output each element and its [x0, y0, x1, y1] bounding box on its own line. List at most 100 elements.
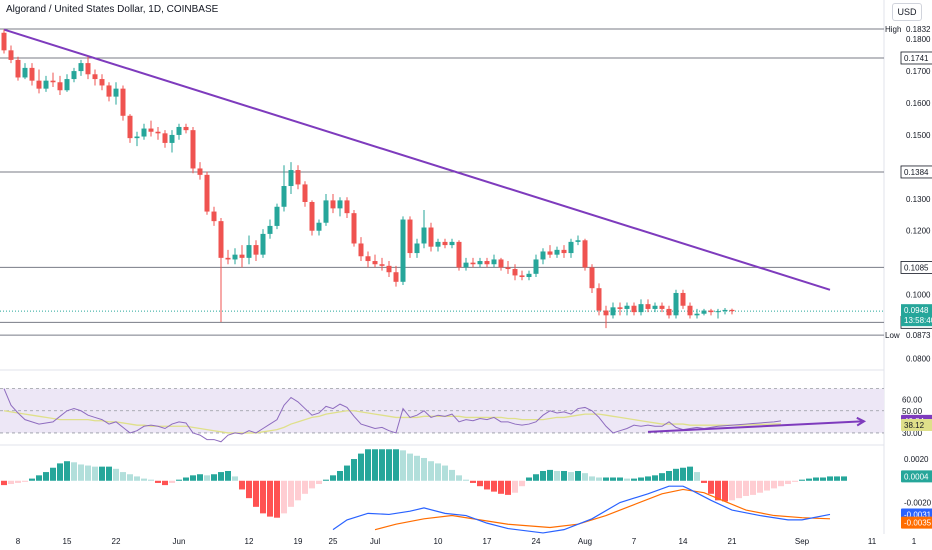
macd-histogram-bar — [463, 479, 469, 481]
candle-body — [456, 241, 462, 268]
candle-body — [666, 308, 672, 316]
candle-body — [680, 292, 686, 306]
candle — [288, 162, 294, 194]
macd-histogram-bar — [267, 480, 273, 517]
candle — [344, 197, 350, 218]
candle — [414, 238, 420, 258]
macd-histogram-bar — [197, 474, 203, 481]
candle — [120, 85, 126, 121]
macd-axis-tick: -0.0020 — [904, 498, 932, 507]
time-axis-tick: 1 — [912, 537, 917, 546]
candle-body — [589, 267, 595, 289]
candle-body — [414, 243, 420, 254]
candle-body — [22, 67, 28, 78]
candle — [694, 308, 700, 319]
macd-histogram-bar — [470, 480, 476, 483]
macd-histogram-bar — [127, 474, 133, 481]
trendline — [3, 28, 831, 291]
candle — [134, 131, 140, 147]
candle — [43, 75, 49, 92]
level-tag-bg — [901, 165, 932, 178]
macd-hist-tag-bg — [901, 470, 932, 483]
price-tags-layer: High0.18320.17410.13840.10850.0913Low0.0… — [885, 25, 932, 529]
level-value-label: 0.1832 — [906, 25, 931, 34]
candle-body — [554, 249, 560, 255]
candle-body — [715, 311, 721, 313]
candle — [421, 209, 427, 249]
current-price-countdown: 13:58:40 — [904, 316, 932, 325]
symbol-title: Algorand / United States Dollar, 1D, COI… — [6, 4, 219, 15]
macd-histogram-bar — [442, 465, 448, 481]
macd-histogram-bar — [715, 480, 721, 501]
candle-body — [379, 264, 385, 266]
macd-hist-tag: 0.0004 — [901, 470, 932, 483]
candle-body — [631, 305, 637, 313]
macd-histogram-bar — [57, 463, 63, 481]
candle-body — [29, 67, 35, 81]
rsi-axis-tick: 30.00 — [902, 429, 923, 438]
macd-histogram-bar — [36, 475, 42, 481]
macd-histogram-bar — [141, 478, 147, 481]
candle-body — [218, 221, 224, 258]
macd-histogram-bar — [652, 475, 658, 481]
candle — [127, 114, 133, 143]
candle-body — [330, 200, 336, 209]
macd-histogram-bar — [239, 480, 245, 490]
candle-body — [610, 307, 616, 316]
candle — [540, 248, 546, 265]
candle-body — [309, 201, 315, 231]
time-axis-tick: 19 — [294, 537, 303, 546]
candle — [379, 257, 385, 271]
macd-histogram-bar — [8, 480, 14, 485]
candle — [358, 237, 364, 262]
price-axis-tick: 0.1500 — [906, 131, 931, 140]
macd-histogram-bar — [134, 476, 140, 481]
candle — [225, 249, 231, 265]
macd-histogram-bar — [785, 480, 791, 485]
candle-body — [470, 262, 476, 265]
candle-body — [204, 174, 210, 212]
price-axis-tick: 0.1800 — [906, 35, 931, 44]
macd-histogram-bar — [722, 480, 728, 502]
currency-button[interactable]: USD — [892, 3, 922, 21]
candle — [603, 305, 609, 329]
candle — [687, 302, 693, 319]
candle-body — [141, 128, 147, 137]
macd-histogram-bar — [78, 464, 84, 481]
candle — [428, 222, 434, 252]
candles-layer — [1, 29, 735, 329]
macd-histogram-bar — [211, 474, 217, 481]
candle-body — [603, 310, 609, 316]
candle — [491, 254, 497, 268]
candle — [701, 308, 707, 316]
level-tag: 0.1741 — [901, 51, 932, 64]
candle-body — [232, 254, 238, 260]
macd-histogram-bar — [337, 470, 343, 481]
macd-histogram-bar — [106, 466, 112, 481]
candle — [316, 219, 322, 236]
time-axis-tick: 11 — [868, 537, 877, 546]
candle-body — [582, 240, 588, 268]
candle-body — [463, 262, 469, 268]
macd-histogram-bar — [666, 470, 672, 481]
macd-histogram-bar — [176, 479, 182, 481]
candle — [295, 165, 301, 190]
macd-histogram-bar — [757, 480, 763, 493]
macd-histogram-bar — [820, 477, 826, 481]
candle-body — [407, 219, 413, 254]
macd-histogram-bar — [85, 465, 91, 481]
macd-histogram-bar — [498, 480, 504, 494]
macd-histogram-bar — [99, 466, 105, 481]
candle-body — [638, 304, 644, 313]
candle — [554, 246, 560, 258]
price-axis-tick: 0.1200 — [906, 227, 931, 236]
candle — [666, 305, 672, 319]
candle-body — [687, 305, 693, 316]
macd-histogram-bar — [309, 480, 315, 489]
candle-body — [43, 80, 49, 89]
candle — [260, 229, 266, 258]
macd-histogram-bar — [50, 467, 56, 481]
candle-body — [1, 32, 7, 51]
rsi-line — [3, 388, 782, 443]
